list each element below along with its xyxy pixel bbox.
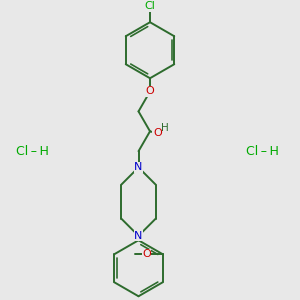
Text: O: O [153, 128, 162, 138]
Text: Cl: Cl [145, 1, 155, 11]
Text: N: N [134, 231, 143, 241]
Text: Cl – H: Cl – H [246, 146, 278, 158]
Text: H: H [161, 123, 169, 134]
Text: O: O [142, 249, 151, 259]
Text: O: O [146, 86, 154, 97]
Text: Cl – H: Cl – H [16, 146, 49, 158]
Text: N: N [134, 162, 143, 172]
